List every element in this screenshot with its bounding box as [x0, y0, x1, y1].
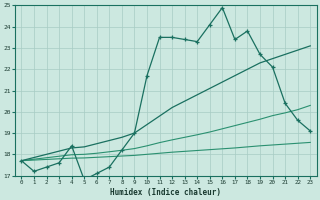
X-axis label: Humidex (Indice chaleur): Humidex (Indice chaleur) — [110, 188, 221, 197]
